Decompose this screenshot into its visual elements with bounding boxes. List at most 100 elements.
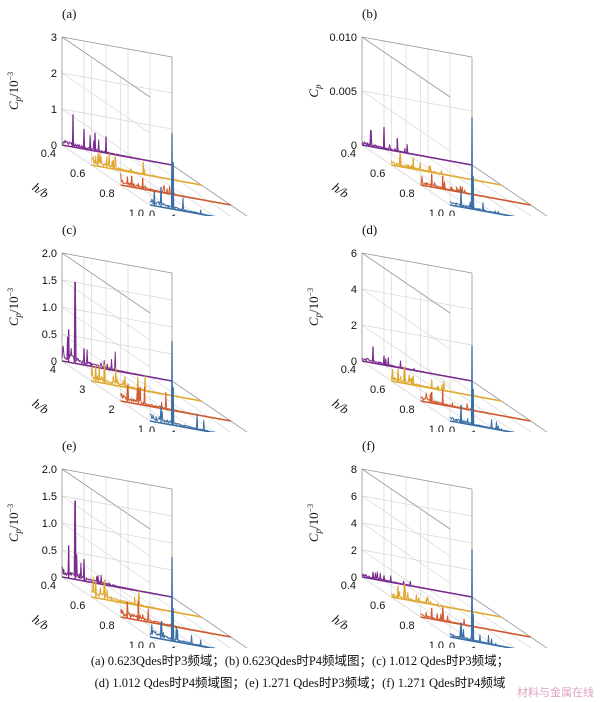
axis-frame	[171, 380, 248, 432]
depth-tick-label: 3	[79, 384, 85, 396]
spectrum-line	[61, 500, 173, 598]
spectrum-line	[449, 548, 516, 648]
z-tick-label: 0	[51, 140, 57, 152]
axis-frame	[471, 164, 548, 216]
z-axis-label: Cp/10−3	[6, 72, 23, 110]
caption-line-1: (a) 0.623Qdes时P3频域；(b) 0.623Qdes时P4频域图；(…	[90, 654, 510, 668]
spectrum-line	[391, 584, 502, 618]
depth-tick-label: 0.8	[399, 620, 414, 632]
axis-frame	[361, 36, 451, 98]
series-baseline	[149, 636, 215, 648]
grid-line	[361, 522, 451, 584]
grid-line	[171, 164, 248, 216]
z-tick-label: 1.0	[42, 302, 57, 314]
depth-tick-label: 0.6	[370, 168, 385, 180]
axis-frame	[361, 252, 473, 274]
grid-line	[449, 160, 532, 216]
grid-line	[361, 495, 451, 557]
z-tick-label: 3	[51, 32, 57, 44]
z-tick-label: 4	[351, 518, 357, 530]
grid-line	[361, 549, 451, 611]
depth-tick-label: 0.4	[41, 580, 56, 592]
grid-line	[405, 152, 495, 214]
grid-line	[171, 380, 248, 432]
depth-tick-label: 0.8	[399, 404, 414, 416]
f-tick-label: 1	[471, 645, 477, 648]
f-tick-label: 0	[449, 425, 455, 432]
grid-line	[61, 72, 151, 134]
z-tick-label: 1.5	[42, 275, 57, 287]
grid-line	[361, 90, 473, 112]
grid-line	[361, 360, 451, 422]
grid-line	[383, 364, 473, 426]
grid-line	[361, 144, 451, 206]
axis-frame	[471, 380, 548, 432]
depth-tick-label: 1	[138, 424, 144, 432]
axis-frame	[61, 252, 151, 314]
depth-tick-label: 0.4	[41, 148, 56, 160]
z-tick-label: 0	[351, 572, 357, 584]
spectrum-line	[90, 151, 202, 186]
z-tick-label: 2	[351, 545, 357, 557]
grid-line	[105, 584, 195, 646]
f-tick-label: 0	[449, 209, 455, 216]
spectrum-line	[149, 556, 217, 648]
grid-line	[61, 549, 173, 571]
grid-line	[383, 580, 473, 642]
depth-tick-label: 1.0	[429, 424, 444, 432]
axis-frame	[61, 36, 151, 98]
grid-line	[61, 333, 173, 355]
depth-tick-label: 0.6	[70, 168, 85, 180]
z-tick-label: 2.0	[42, 464, 57, 476]
grid-line	[61, 306, 151, 368]
depth-tick-label: 1.0	[129, 208, 144, 216]
f-tick-label: 0	[149, 209, 155, 216]
spectrum-line	[390, 153, 502, 186]
grid-line	[61, 72, 173, 94]
z-tick-label: 4	[351, 284, 357, 296]
spectrum-line	[149, 132, 216, 216]
grid-line	[471, 164, 548, 216]
grid-line	[361, 495, 473, 517]
grid-line	[61, 306, 173, 328]
grid-line	[171, 596, 248, 648]
grid-line	[61, 144, 151, 206]
spectrum-line	[61, 281, 173, 382]
depth-tick-label: 0.6	[70, 600, 85, 612]
panel-label: (b)	[362, 6, 377, 21]
z-tick-label: 1	[51, 104, 57, 116]
spectrum-line	[420, 173, 531, 206]
grid-line	[449, 592, 532, 648]
axis-frame	[61, 252, 173, 274]
depth-tick-label: 0.4	[341, 148, 356, 160]
spectrum-line	[361, 126, 472, 166]
grid-line	[105, 152, 195, 214]
depth-tick-label: 0.8	[99, 188, 114, 200]
panel-label: (e)	[62, 438, 76, 453]
spectrum-line	[120, 383, 231, 422]
depth-axis-label: h/b	[329, 179, 352, 201]
figure-caption: (a) 0.623Qdes时P3频域；(b) 0.623Qdes时P4频域图；(…	[0, 650, 600, 694]
axis-frame	[171, 164, 248, 216]
spectrum-line	[90, 576, 202, 618]
grid-line	[471, 380, 548, 432]
z-tick-label: 2	[51, 68, 57, 80]
z-axis-label: Cp	[306, 84, 323, 98]
grid-line	[61, 333, 151, 395]
panel-label: (c)	[62, 222, 76, 237]
panel-label: (a)	[62, 6, 76, 21]
grid-line	[61, 522, 173, 544]
grid-line	[105, 368, 195, 430]
grid-line	[149, 376, 232, 432]
z-tick-label: 8	[351, 464, 357, 476]
depth-tick-label: 4	[50, 364, 56, 376]
grid-line	[149, 592, 232, 648]
grid-line	[361, 576, 451, 638]
z-tick-label: 0.005	[329, 86, 357, 98]
spectrum-line	[61, 114, 173, 166]
depth-axis-label: h/b	[329, 611, 352, 633]
depth-tick-label: 0.8	[99, 620, 114, 632]
z-tick-label: 0	[51, 356, 57, 368]
